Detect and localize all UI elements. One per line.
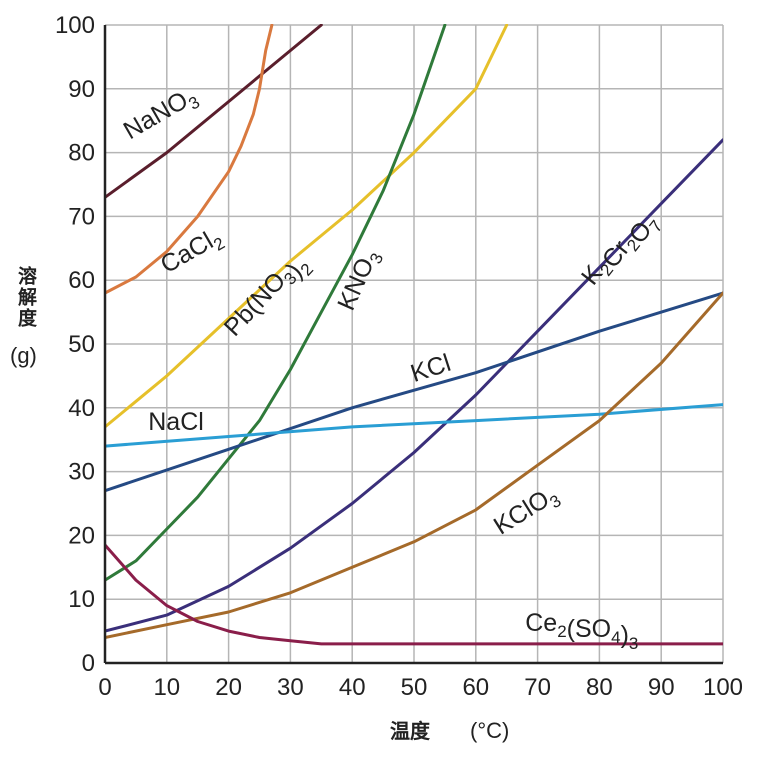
y-tick-label: 70 [68, 203, 95, 230]
x-tick-label: 60 [462, 674, 489, 701]
y-tick-label: 0 [82, 650, 95, 677]
series-line-k2cr2o7 [105, 138, 723, 633]
series-line-cacl2 [105, 24, 274, 295]
series-line-nano3 [105, 24, 323, 199]
series-label-kclo3: KClO3 [489, 480, 565, 544]
x-tick-label: 30 [277, 674, 304, 701]
x-tick-label: 50 [401, 674, 428, 701]
series-line-kclo3 [105, 291, 723, 639]
series-lines [105, 24, 723, 646]
y-tick-label: 90 [68, 76, 95, 103]
y-tick-label: 50 [68, 331, 95, 358]
series-line-nacl [105, 403, 723, 448]
series-line-kcl [105, 291, 723, 493]
series-line-kno3 [105, 24, 447, 582]
y-tick-label: 20 [68, 522, 95, 549]
y-tick-label: 60 [68, 267, 95, 294]
x-tick-label: 20 [215, 674, 242, 701]
y-tick-label: 10 [68, 586, 95, 613]
x-tick-label: 70 [524, 674, 551, 701]
grid [104, 24, 724, 664]
y-tick-label: 100 [55, 12, 95, 39]
series-line-ce2-so4-3 [105, 543, 723, 646]
tick-labels: 0 10 20 30 40 50 60 70 80 90 100 0 10 20 30 40 50 60 70 80 9… [55, 12, 743, 701]
series-label-nacl: NaCl [148, 408, 204, 436]
y-axis-label: 溶解度 [15, 265, 37, 329]
series-label-nano3: NaNO3 [119, 81, 203, 148]
x-tick-label: 100 [703, 674, 743, 701]
y-tick-label: 80 [68, 140, 95, 167]
x-axis-unit: (°C) [470, 718, 509, 743]
x-tick-label: 90 [648, 674, 675, 701]
y-tick-label: 30 [68, 459, 95, 486]
x-tick-label: 40 [339, 674, 366, 701]
series-line-pb-no3-2 [105, 24, 509, 429]
series-label-pb-no3-2: Pb(NO3)2 [219, 247, 317, 349]
y-tick-label: 40 [68, 395, 95, 422]
series-label-ce2-so4-3: Ce2(SO4)3 [525, 609, 638, 653]
x-axis-label: 温度 [390, 719, 431, 743]
x-tick-label: 0 [98, 674, 111, 701]
axes [103, 25, 723, 665]
x-tick-label: 10 [153, 674, 180, 701]
y-axis-unit: (g) [10, 343, 37, 368]
x-tick-label: 80 [586, 674, 613, 701]
